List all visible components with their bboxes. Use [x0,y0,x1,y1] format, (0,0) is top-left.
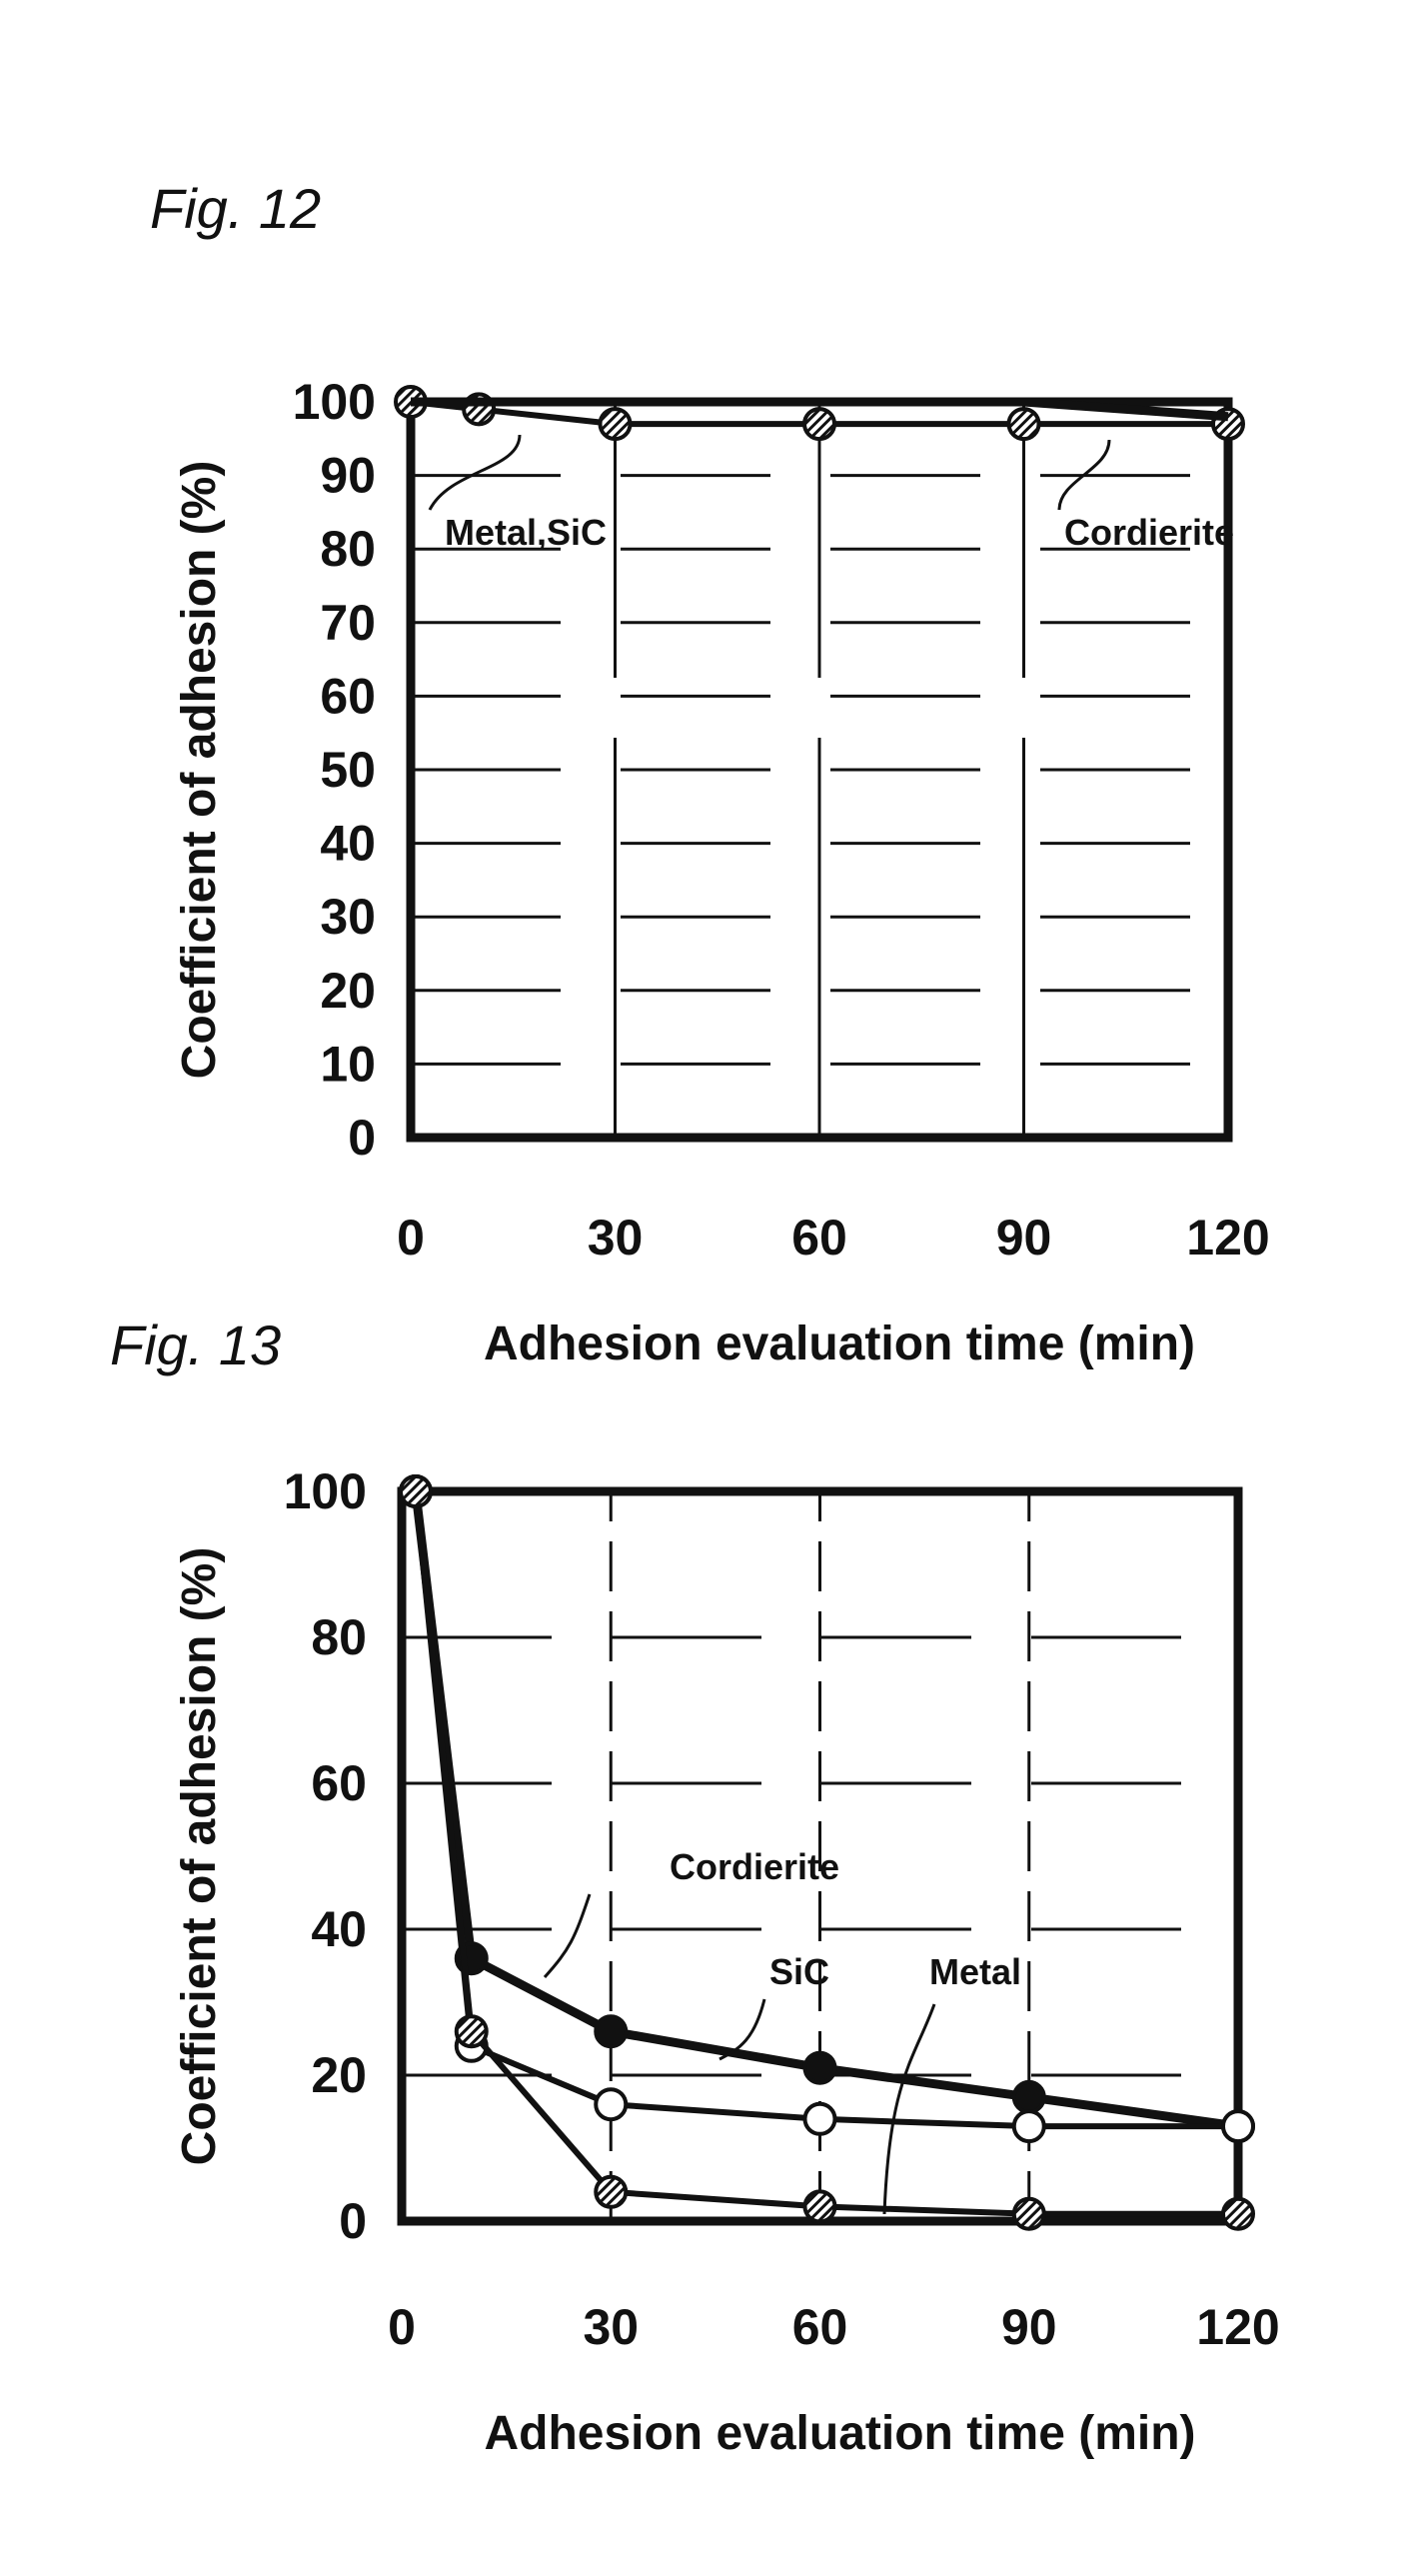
data-point [1011,2109,1046,2144]
data-point [1006,407,1041,442]
series-line-metal [412,1490,1238,2217]
y-tick-label: 40 [320,816,376,872]
y-tick-label: 100 [284,1463,367,1519]
data-point [398,1474,433,1508]
data-point [594,2174,629,2209]
y-tick-label: 60 [311,1755,367,1811]
data-point [594,2087,629,2122]
data-point [802,2101,837,2136]
x-tick-label: 120 [1186,1210,1269,1266]
annotation-label: SiC [769,1951,829,1992]
data-point [802,407,836,442]
y-tick-label: 70 [320,595,376,651]
x-tick-label: 60 [792,2299,848,2355]
annotation-leader-line [718,1998,766,2061]
data-point [1221,2109,1255,2144]
figure-title: Fig. 13 [110,1313,281,1376]
y-tick-label: 90 [320,448,376,504]
y-tick-label: 80 [320,521,376,577]
data-point [1221,2196,1255,2231]
y-tick-label: 40 [311,1901,367,1957]
y-tick-label: 30 [320,889,376,945]
annotation-leader-line [543,1893,592,1978]
data-point [1011,2079,1046,2114]
annotation-leader-line [1057,439,1111,511]
x-tick-label: 30 [588,1210,644,1266]
y-tick-label: 0 [339,2193,367,2249]
x-axis-label: Adhesion evaluation time (min) [484,2407,1195,2460]
y-tick-label: 80 [311,1609,367,1665]
data-point [802,2189,837,2224]
annotation-label: Cordierite [1064,512,1234,553]
x-tick-label: 30 [583,2299,639,2355]
y-tick-label: 0 [348,1110,376,1166]
y-tick-label: 100 [293,374,376,430]
data-point [594,2014,629,2049]
annotation-label: Metal [929,1951,1021,1992]
series-line-cordierite [411,397,1229,422]
figure-12: Fig. 12 0 10 20 30 40 50 60 70 80 90 100 0 30 60 90 120 A… [150,177,1270,1370]
x-tick-label: 0 [397,1210,425,1266]
y-axis-label: Coefficient of adhesion (%) [173,1547,226,2166]
data-point [454,2014,489,2049]
annotation-label: Metal,SiC [445,512,607,553]
y-tick-label: 60 [320,668,376,724]
y-axis-label: Coefficient of adhesion (%) [173,461,226,1080]
annotation-label: Cordierite [670,1846,839,1887]
data-point [802,2050,837,2085]
x-tick-label: 90 [1001,2299,1057,2355]
series-line-sic [412,1490,1238,2130]
y-tick-label: 50 [320,742,376,798]
x-tick-label: 0 [388,2299,416,2355]
x-tick-label: 120 [1196,2299,1279,2355]
data-point [598,407,633,442]
y-tick-label: 20 [311,2047,367,2103]
x-tick-label: 90 [996,1210,1052,1266]
series-line-cordierite [411,1490,1239,2131]
annotation-leader-line [428,434,522,511]
y-tick-label: 20 [320,963,376,1019]
data-point [1011,2196,1046,2231]
x-tick-label: 60 [791,1210,847,1266]
figure-title: Fig. 12 [150,177,321,240]
x-axis-label: Adhesion evaluation time (min) [484,1317,1195,1370]
y-tick-label: 10 [320,1036,376,1092]
annotation-leader-line [882,2003,936,2215]
